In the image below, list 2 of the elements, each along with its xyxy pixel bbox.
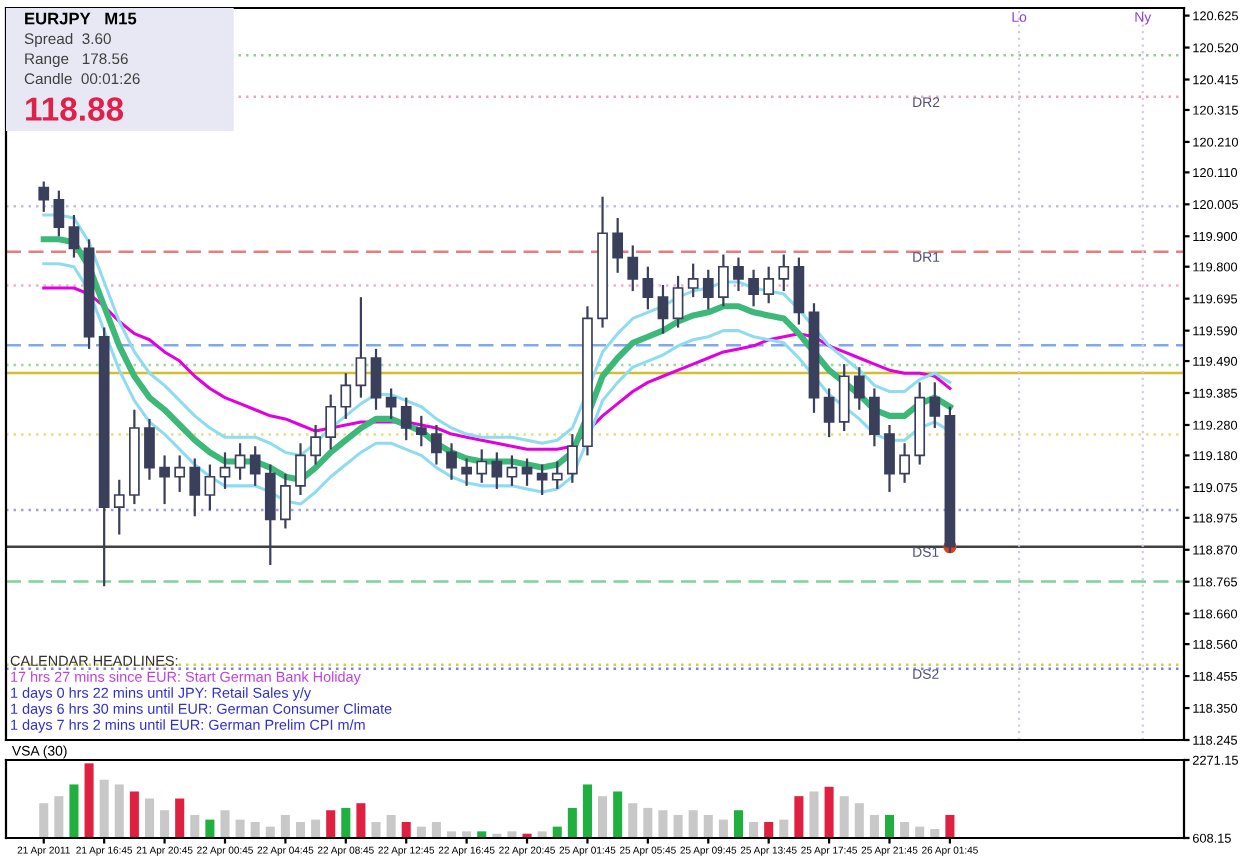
annotation: 118.88 [26, 97, 124, 121]
annotation: EURJPY M15 [25, 12, 137, 25]
